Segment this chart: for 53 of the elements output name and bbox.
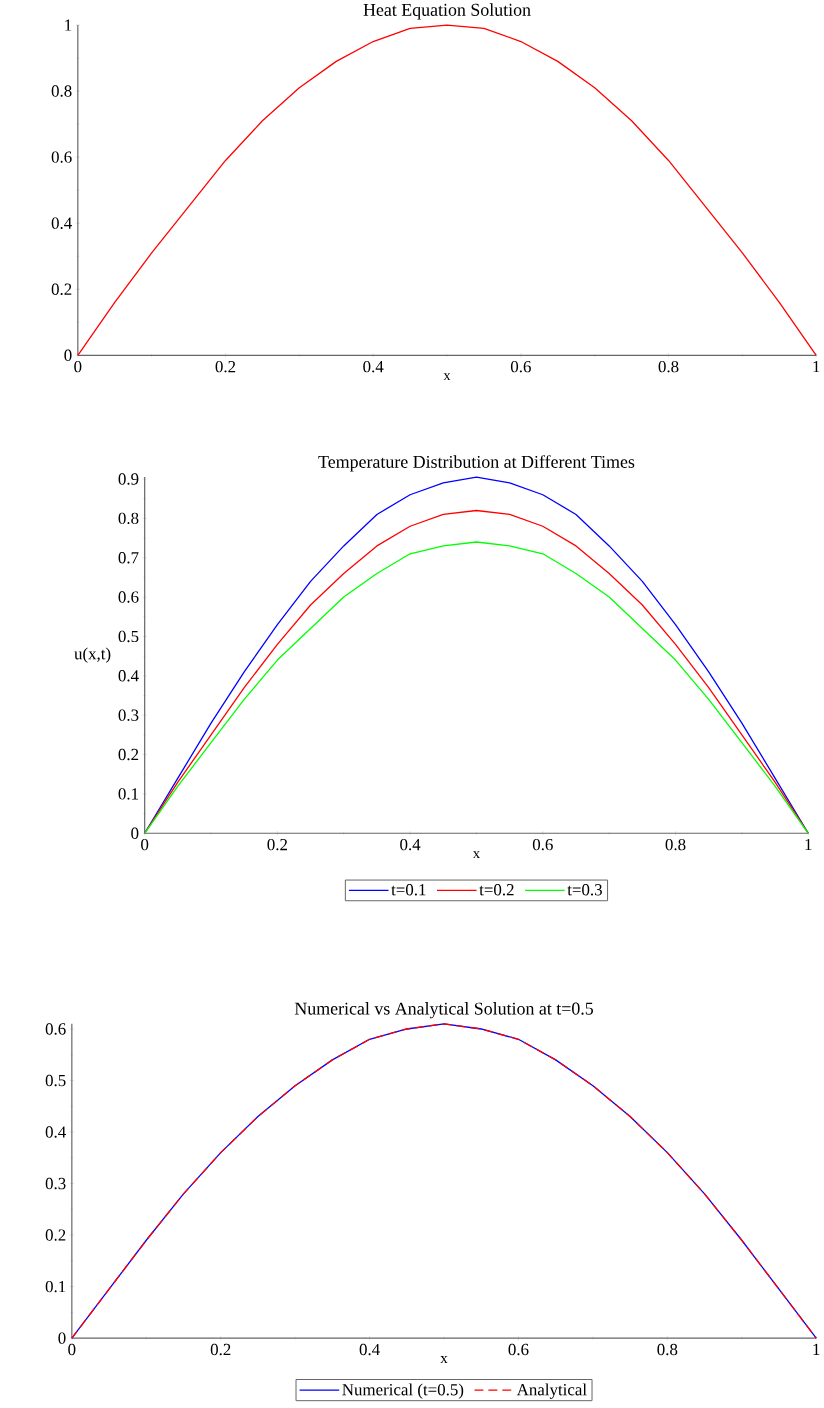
chart-title: Heat Equation Solution [363, 3, 531, 20]
chart-title: Numerical vs Analytical Solution at t=0.5 [295, 1002, 594, 1019]
y-tick-label: 0.6 [51, 151, 72, 163]
y-tick-label: 0.9 [118, 473, 139, 485]
x-tick-label: 1 [805, 838, 812, 851]
x-tick-label: 0.6 [508, 1343, 529, 1356]
x-tick-label: 0.2 [215, 360, 236, 373]
x-tick-label: 0.8 [657, 1343, 678, 1356]
legend-label: t=0.1 [391, 884, 426, 896]
y-tick-label: 0.3 [45, 1177, 66, 1190]
y-tick-label: 0 [131, 827, 139, 839]
y-tick-label: 0.3 [118, 709, 139, 721]
y-tick-label: 0.6 [45, 1023, 66, 1035]
legend-label: t=0.2 [479, 884, 514, 896]
y-tick-label: 0.2 [118, 748, 139, 761]
x-tick-label: 0.4 [400, 838, 421, 851]
x-tick-label: 0.6 [511, 360, 532, 373]
x-tick-label: 1 [813, 1343, 820, 1355]
y-tick-label: 0.8 [118, 512, 139, 525]
x-tick-label: 0.4 [363, 360, 384, 373]
x-tick-label: 0.2 [267, 838, 288, 851]
x-tick-label: 0 [74, 360, 82, 373]
x-axis-title: x [472, 851, 481, 859]
y-tick-label: 0.4 [51, 217, 73, 229]
y-tick-label: 0.1 [118, 788, 139, 800]
y-tick-label: 0.8 [51, 85, 72, 97]
y-tick-label: 0 [58, 1332, 66, 1344]
y-tick-label: 0.7 [118, 551, 139, 564]
chart-title: Temperature Distribution at Different Times [318, 455, 635, 472]
y-tick-label: 0.1 [45, 1280, 66, 1293]
x-tick-label: 0 [141, 838, 149, 851]
y-tick-label: 0.2 [45, 1229, 66, 1241]
y-tick-label: 0.6 [118, 591, 139, 603]
x-tick-label: 0.8 [658, 360, 679, 373]
x-tick-label: 0.6 [533, 838, 553, 851]
y-tick-label: 0.5 [45, 1074, 66, 1087]
x-axis-title: x [443, 373, 451, 381]
line-series [71, 1023, 817, 1339]
y-tick-label: 0 [64, 349, 72, 362]
x-axis-title: x [440, 1356, 448, 1363]
y-tick-label: 0.4 [45, 1126, 67, 1138]
legend-label: t=0.3 [567, 884, 603, 896]
legend-label: Numerical (t=0.5) [342, 1383, 464, 1399]
y-tick-label: 1 [65, 19, 72, 31]
y-tick-label: 0.2 [51, 283, 72, 295]
y-tick-label: 0.5 [118, 630, 139, 643]
x-tick-label: 0.8 [665, 838, 686, 851]
legend-label: Analytical [516, 1383, 587, 1399]
x-tick-label: 0.4 [359, 1343, 381, 1356]
x-tick-label: 1 [813, 360, 820, 373]
x-tick-label: 0.2 [210, 1343, 231, 1356]
y-tick-label: 0.4 [118, 670, 139, 682]
y-axis-title: u(x,t) [74, 647, 111, 663]
